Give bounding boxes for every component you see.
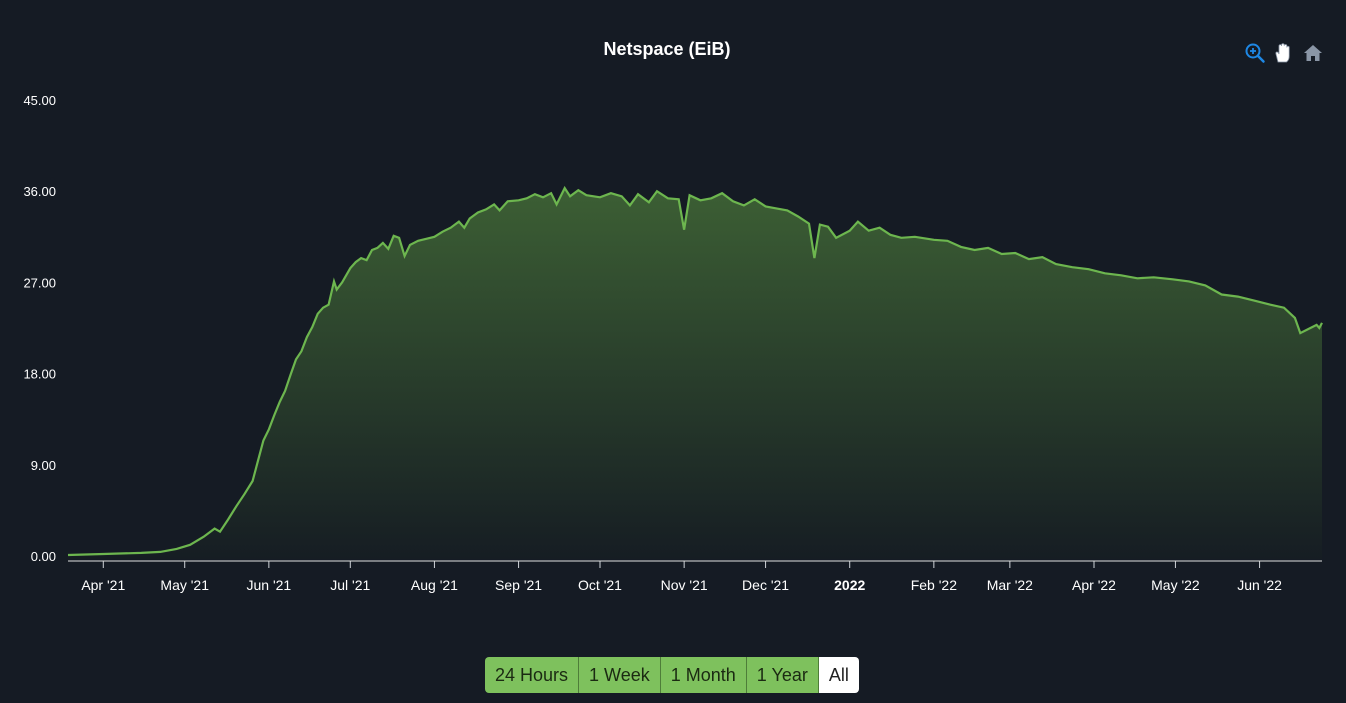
y-axis: 0.00 9.00 18.00 27.00 36.00 45.00 [23,93,56,564]
x-axis: Apr '21 May '21 Jun '21 Jul '21 Aug '21 Sep '… [81,561,1282,593]
pan-hand-icon[interactable] [1272,42,1294,64]
x-tick-label: Oct '21 [578,577,622,593]
y-tick-label: 0.00 [31,549,56,564]
range-button-1-month[interactable]: 1 Month [660,657,747,693]
series-line[interactable] [67,185,1323,557]
range-button-all[interactable]: All [818,657,859,693]
zoom-in-icon[interactable] [1244,42,1266,64]
x-tick-label: Feb '22 [911,577,957,593]
y-tick-label: 36.00 [23,184,56,199]
x-tick-label: Jun '22 [1237,577,1282,593]
range-button-1-week[interactable]: 1 Week [579,657,661,693]
x-tick-label: Mar '22 [987,577,1033,593]
x-tick-label: Dec '21 [742,577,789,593]
chart-title: Netspace (EiB) [603,39,731,59]
x-tick-label: Aug '21 [411,577,458,593]
y-tick-label: 27.00 [23,275,56,290]
x-tick-label: May '22 [1151,577,1200,593]
chart-plot[interactable]: 0.00 9.00 18.00 27.00 36.00 45.00 Apr '21 May … [0,0,1346,650]
range-button-24-hours[interactable]: 24 Hours [485,657,580,693]
series-area-fill [68,188,1322,559]
x-tick-label: Jun '21 [246,577,291,593]
x-tick-label: Apr '21 [81,577,125,593]
range-button-1-year[interactable]: 1 Year [746,657,819,693]
x-tick-label: Sep '21 [495,577,542,593]
y-tick-label: 9.00 [31,458,56,473]
home-icon[interactable] [1302,42,1324,64]
chart-toolbar [1244,42,1332,64]
x-tick-label: May '21 [160,577,209,593]
x-tick-label: Nov '21 [661,577,708,593]
y-tick-label: 45.00 [23,93,56,108]
range-selector: 24 Hours 1 Week 1 Month 1 Year All [485,657,859,693]
x-tick-label: Jul '21 [330,577,370,593]
x-tick-label: Apr '22 [1072,577,1116,593]
y-tick-label: 18.00 [23,367,56,382]
x-tick-label: 2022 [834,577,865,593]
